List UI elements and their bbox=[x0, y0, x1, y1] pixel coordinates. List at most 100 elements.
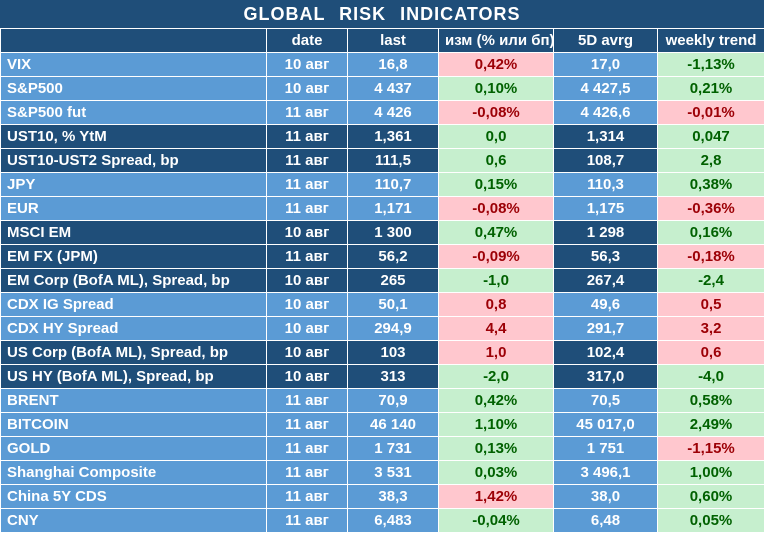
last-value-cell: 56,2 bbox=[348, 245, 439, 269]
date-cell: 10 авг bbox=[267, 317, 348, 341]
last-value-cell: 1 731 bbox=[348, 437, 439, 461]
change-cell: 1,42% bbox=[439, 485, 554, 509]
date-cell: 10 авг bbox=[267, 365, 348, 389]
five-day-average-cell: 267,4 bbox=[554, 269, 658, 293]
last-value-cell: 50,1 bbox=[348, 293, 439, 317]
date-cell: 10 авг bbox=[267, 269, 348, 293]
five-day-average-cell: 70,5 bbox=[554, 389, 658, 413]
date-cell: 10 авг bbox=[267, 341, 348, 365]
date-cell: 11 авг bbox=[267, 125, 348, 149]
date-cell: 11 авг bbox=[267, 101, 348, 125]
weekly-trend-cell: 0,5 bbox=[658, 293, 764, 317]
indicator-name: US HY (BofA ML), Spread, bp bbox=[1, 365, 267, 389]
five-day-average-cell: 1,314 bbox=[554, 125, 658, 149]
five-day-average-cell: 56,3 bbox=[554, 245, 658, 269]
weekly-trend-cell: 0,16% bbox=[658, 221, 764, 245]
change-cell: 0,13% bbox=[439, 437, 554, 461]
date-cell: 11 авг bbox=[267, 389, 348, 413]
date-cell: 10 авг bbox=[267, 293, 348, 317]
date-cell: 11 авг bbox=[267, 173, 348, 197]
indicator-name: UST10-UST2 Spread, bp bbox=[1, 149, 267, 173]
weekly-trend-cell: 2,49% bbox=[658, 413, 764, 437]
five-day-average-cell: 102,4 bbox=[554, 341, 658, 365]
last-value-cell: 46 140 bbox=[348, 413, 439, 437]
last-value-cell: 1,361 bbox=[348, 125, 439, 149]
indicator-name: UST10, % YtM bbox=[1, 125, 267, 149]
last-value-cell: 3 531 bbox=[348, 461, 439, 485]
five-day-average-cell: 1 298 bbox=[554, 221, 658, 245]
weekly-trend-cell: -2,4 bbox=[658, 269, 764, 293]
indicator-name: Shanghai Composite bbox=[1, 461, 267, 485]
change-cell: 0,6 bbox=[439, 149, 554, 173]
weekly-trend-cell: 1,00% bbox=[658, 461, 764, 485]
header-date: date bbox=[267, 29, 348, 53]
indicator-name: BITCOIN bbox=[1, 413, 267, 437]
five-day-average-cell: 17,0 bbox=[554, 53, 658, 77]
indicator-name: China 5Y CDS bbox=[1, 485, 267, 509]
weekly-trend-cell: 3,2 bbox=[658, 317, 764, 341]
last-value-cell: 1 300 bbox=[348, 221, 439, 245]
indicator-name: VIX bbox=[1, 53, 267, 77]
five-day-average-cell: 317,0 bbox=[554, 365, 658, 389]
last-value-cell: 313 bbox=[348, 365, 439, 389]
change-cell: 0,42% bbox=[439, 389, 554, 413]
five-day-average-cell: 110,3 bbox=[554, 173, 658, 197]
date-cell: 10 авг bbox=[267, 53, 348, 77]
indicator-name: CNY bbox=[1, 509, 267, 533]
indicator-name: EM FX (JPM) bbox=[1, 245, 267, 269]
change-cell: 0,47% bbox=[439, 221, 554, 245]
date-cell: 10 авг bbox=[267, 221, 348, 245]
change-cell: -1,0 bbox=[439, 269, 554, 293]
header-5d-average: 5D avrg bbox=[554, 29, 658, 53]
change-cell: -0,08% bbox=[439, 101, 554, 125]
last-value-cell: 294,9 bbox=[348, 317, 439, 341]
five-day-average-cell: 6,48 bbox=[554, 509, 658, 533]
weekly-trend-cell: -0,18% bbox=[658, 245, 764, 269]
weekly-trend-cell: 0,58% bbox=[658, 389, 764, 413]
last-value-cell: 4 437 bbox=[348, 77, 439, 101]
date-cell: 11 авг bbox=[267, 197, 348, 221]
change-cell: 0,15% bbox=[439, 173, 554, 197]
weekly-trend-cell: 0,21% bbox=[658, 77, 764, 101]
last-value-cell: 70,9 bbox=[348, 389, 439, 413]
date-cell: 11 авг bbox=[267, 149, 348, 173]
weekly-trend-cell: -1,13% bbox=[658, 53, 764, 77]
last-value-cell: 16,8 bbox=[348, 53, 439, 77]
weekly-trend-cell: -0,36% bbox=[658, 197, 764, 221]
change-cell: 0,8 bbox=[439, 293, 554, 317]
indicator-name: EM Corp (BofA ML), Spread, bp bbox=[1, 269, 267, 293]
table-title: GLOBAL RISK INDICATORS bbox=[0, 0, 764, 28]
header-last: last bbox=[348, 29, 439, 53]
last-value-cell: 110,7 bbox=[348, 173, 439, 197]
change-cell: 1,10% bbox=[439, 413, 554, 437]
change-cell: -0,09% bbox=[439, 245, 554, 269]
indicator-name: S&P500 fut bbox=[1, 101, 267, 125]
change-cell: 4,4 bbox=[439, 317, 554, 341]
last-value-cell: 38,3 bbox=[348, 485, 439, 509]
indicator-name: JPY bbox=[1, 173, 267, 197]
five-day-average-cell: 108,7 bbox=[554, 149, 658, 173]
indicator-name: US Corp (BofA ML), Spread, bp bbox=[1, 341, 267, 365]
last-value-cell: 265 bbox=[348, 269, 439, 293]
indicator-name: S&P500 bbox=[1, 77, 267, 101]
indicator-name: EUR bbox=[1, 197, 267, 221]
five-day-average-cell: 1 751 bbox=[554, 437, 658, 461]
header-name bbox=[1, 29, 267, 53]
indicator-name: GOLD bbox=[1, 437, 267, 461]
header-row: date last изм (% или бп) 5D avrg weekly … bbox=[1, 29, 764, 53]
five-day-average-cell: 45 017,0 bbox=[554, 413, 658, 437]
change-cell: -0,08% bbox=[439, 197, 554, 221]
